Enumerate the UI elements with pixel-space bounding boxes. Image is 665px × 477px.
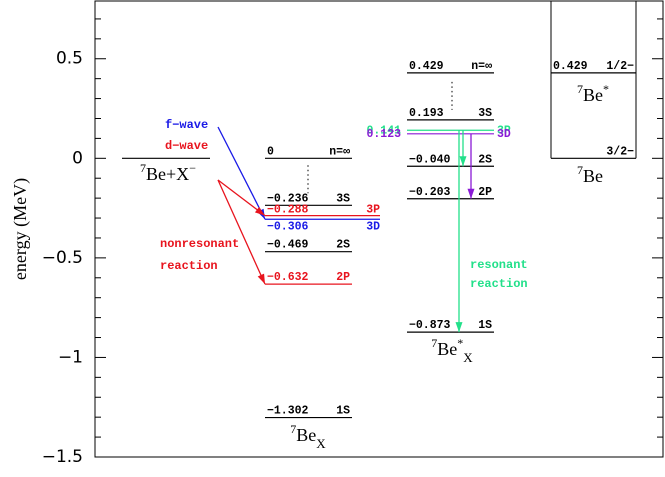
y-tick-label: −1 <box>58 347 83 367</box>
group-name: 7BeX <box>290 422 326 451</box>
level-state-label: 2P <box>478 186 492 199</box>
level-value-label: 0.429 <box>553 60 588 73</box>
name-pre: 7 <box>431 336 437 350</box>
arrow-head <box>254 206 265 216</box>
arrow-head <box>467 188 475 199</box>
annotation: reaction <box>160 259 218 273</box>
name-main: Be <box>583 85 603 105</box>
name-main: Be <box>583 166 603 186</box>
level-value-label: −0.203 <box>409 186 451 199</box>
level-value-label: −0.236 <box>267 192 309 205</box>
group-name: 7Be <box>577 163 603 186</box>
level-value-label: −0.632 <box>267 271 309 284</box>
arrow <box>217 126 266 220</box>
name-sub: X <box>316 436 326 451</box>
name-pre: 7 <box>577 82 583 96</box>
level-state-label: 3/2− <box>606 145 634 158</box>
level-value-label: −0.288 <box>267 204 309 217</box>
group-name: 7Be* <box>577 82 609 105</box>
group-name: 7Be*X <box>431 336 473 365</box>
arrow-head <box>459 156 467 167</box>
y-tick-label: 0.5 <box>56 49 83 69</box>
name-main: Be <box>437 339 457 359</box>
level-state-label: 3D <box>366 220 380 233</box>
y-tick-label: −0.5 <box>42 248 83 268</box>
level-state-label: 1/2− <box>606 60 634 73</box>
level-value-label: 0.193 <box>409 107 444 120</box>
arrow-head <box>257 273 265 285</box>
annotation: resonant <box>470 258 528 272</box>
level-value-label: −0.873 <box>409 319 451 332</box>
annotation: d−wave <box>165 139 208 153</box>
name-main: Be <box>296 425 316 445</box>
plot-frame <box>94 0 664 458</box>
y-tick-label: 0 <box>72 148 83 168</box>
name-sup: * <box>457 336 463 350</box>
level-state-label: 3P <box>366 204 380 217</box>
level-state-label: 3D <box>497 128 511 141</box>
name-main: Be+X <box>146 164 189 184</box>
level-state-label: 2S <box>336 239 350 252</box>
name-pre: 7 <box>577 163 583 177</box>
name-pre: 7 <box>140 161 146 175</box>
level-value-label: −0.306 <box>267 220 309 233</box>
level-value-label: 0 <box>267 145 274 158</box>
level-state-label: 1S <box>336 405 350 418</box>
name-sub: X <box>463 350 473 365</box>
y-axis-label: energy (MeV) <box>10 178 31 280</box>
arrow <box>217 179 266 285</box>
name-pre: 7 <box>290 422 296 436</box>
level-state-label: 1S <box>478 319 492 332</box>
level-state-label: 3P <box>497 124 511 137</box>
arrow-head <box>455 322 463 333</box>
annotation: f−wave <box>165 118 208 132</box>
level-value-label: −0.469 <box>267 239 309 252</box>
level-state-label: n=∞ <box>471 60 492 73</box>
level-state-label: n=∞ <box>329 145 350 158</box>
group-name: 7Be+X− <box>140 161 196 184</box>
y-tick-label: −1.5 <box>42 447 83 467</box>
level-state-label: 2P <box>336 271 350 284</box>
name-sup: − <box>189 161 196 175</box>
level-state-label: 2S <box>478 153 492 166</box>
name-sup: * <box>603 82 609 96</box>
annotation: nonresonant <box>160 237 239 251</box>
level-state-label: 3S <box>478 107 492 120</box>
level-value-label: −0.040 <box>409 153 451 166</box>
annotation: reaction <box>470 277 528 291</box>
level-value-label: 0.429 <box>409 60 444 73</box>
level-state-label: 3S <box>336 192 350 205</box>
level-value-label: 0.123 <box>366 128 401 141</box>
level-value-label: −1.302 <box>267 405 309 418</box>
level-value-label: 0.141 <box>366 124 401 137</box>
